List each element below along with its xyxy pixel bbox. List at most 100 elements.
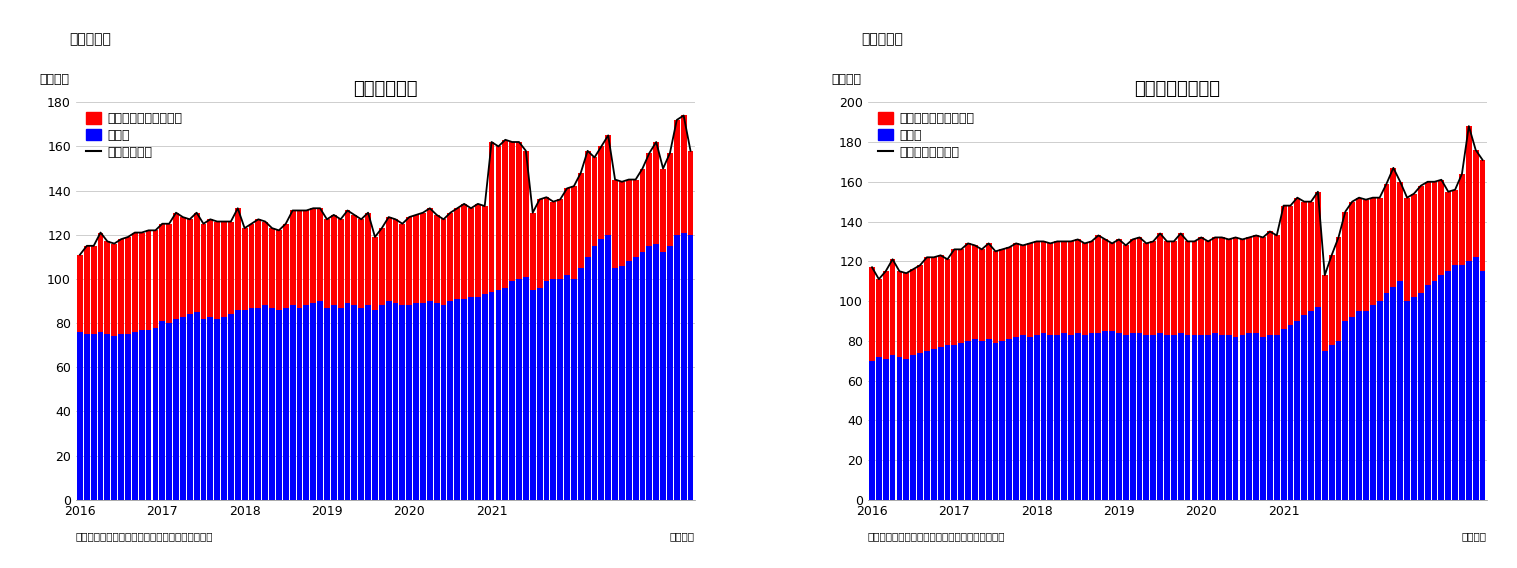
Bar	[352, 306, 358, 500]
Bar	[564, 274, 570, 500]
Bar	[105, 334, 111, 500]
Bar	[992, 343, 998, 500]
Bar	[978, 341, 985, 500]
Bar	[372, 237, 378, 310]
Bar	[1308, 202, 1314, 311]
Bar	[1191, 241, 1197, 335]
Bar	[379, 228, 385, 306]
Bar	[1267, 335, 1273, 500]
Text: （万件）: （万件）	[39, 73, 70, 86]
Bar	[1362, 199, 1368, 311]
Bar	[1095, 235, 1101, 333]
Bar	[413, 303, 419, 500]
Bar	[214, 319, 220, 500]
Text: （図表２）: （図表２）	[862, 32, 904, 47]
Bar	[407, 217, 413, 306]
Bar	[1157, 333, 1164, 500]
Bar	[200, 224, 206, 319]
Bar	[187, 219, 193, 314]
Bar	[1103, 331, 1107, 500]
Bar	[1041, 333, 1047, 500]
Bar	[461, 299, 467, 500]
Bar	[537, 288, 543, 500]
Bar	[1438, 179, 1444, 275]
Bar	[138, 232, 144, 330]
Text: （月次）: （月次）	[669, 532, 695, 542]
Bar	[883, 359, 889, 500]
Bar	[1068, 335, 1074, 500]
Bar	[674, 235, 680, 500]
Bar	[475, 204, 481, 296]
Bar	[1164, 335, 1170, 500]
Bar	[475, 296, 481, 500]
Bar	[187, 314, 193, 500]
Bar	[640, 252, 645, 500]
Bar	[1095, 333, 1101, 500]
Bar	[228, 314, 234, 500]
Bar	[1000, 249, 1006, 341]
Bar	[118, 239, 124, 334]
Bar	[208, 316, 214, 500]
Bar	[1349, 202, 1355, 317]
Bar	[1171, 241, 1177, 335]
Bar	[523, 151, 529, 277]
Bar	[420, 303, 426, 500]
Bar	[986, 243, 992, 339]
Bar	[1465, 126, 1471, 261]
Bar	[426, 208, 432, 301]
Bar	[667, 246, 674, 500]
Bar	[1432, 281, 1438, 500]
Bar	[627, 261, 631, 500]
Bar	[488, 142, 495, 292]
Bar	[578, 173, 584, 268]
Bar	[918, 353, 922, 500]
Bar	[674, 120, 680, 235]
Bar	[325, 219, 329, 308]
Bar	[924, 350, 930, 500]
Bar	[366, 212, 372, 306]
Bar	[105, 241, 111, 334]
Bar	[118, 334, 124, 500]
Bar	[338, 219, 343, 308]
Bar	[1438, 275, 1444, 500]
Bar	[235, 310, 241, 500]
Bar	[448, 212, 454, 301]
Bar	[1117, 240, 1123, 333]
Bar	[1247, 237, 1252, 333]
Bar	[904, 359, 909, 500]
Bar	[959, 249, 965, 343]
Bar	[1294, 198, 1300, 321]
Bar	[619, 266, 625, 500]
Bar	[200, 319, 206, 500]
Bar	[426, 301, 432, 500]
Bar	[1013, 243, 1019, 337]
Bar	[214, 222, 220, 319]
Bar	[366, 306, 372, 500]
Bar	[1150, 335, 1156, 500]
Bar	[1465, 261, 1471, 500]
Bar	[1013, 337, 1019, 500]
Bar	[111, 244, 117, 336]
Bar	[1377, 198, 1382, 301]
Bar	[1294, 321, 1300, 500]
Bar	[681, 232, 687, 500]
Bar	[241, 228, 247, 310]
Bar	[262, 306, 269, 500]
Bar	[469, 208, 473, 296]
Bar	[1384, 183, 1390, 293]
Bar	[1315, 307, 1321, 500]
Bar	[1041, 241, 1047, 333]
Bar	[869, 361, 875, 500]
Bar	[1164, 241, 1170, 335]
Bar	[646, 153, 652, 246]
Bar	[972, 245, 978, 339]
Bar	[1397, 281, 1403, 500]
Bar	[1047, 335, 1053, 500]
Bar	[1261, 237, 1267, 337]
Bar	[1212, 333, 1218, 500]
Bar	[910, 354, 916, 500]
Bar	[124, 237, 130, 334]
Bar	[1370, 305, 1376, 500]
Bar	[1405, 198, 1409, 301]
Bar	[1274, 235, 1280, 335]
